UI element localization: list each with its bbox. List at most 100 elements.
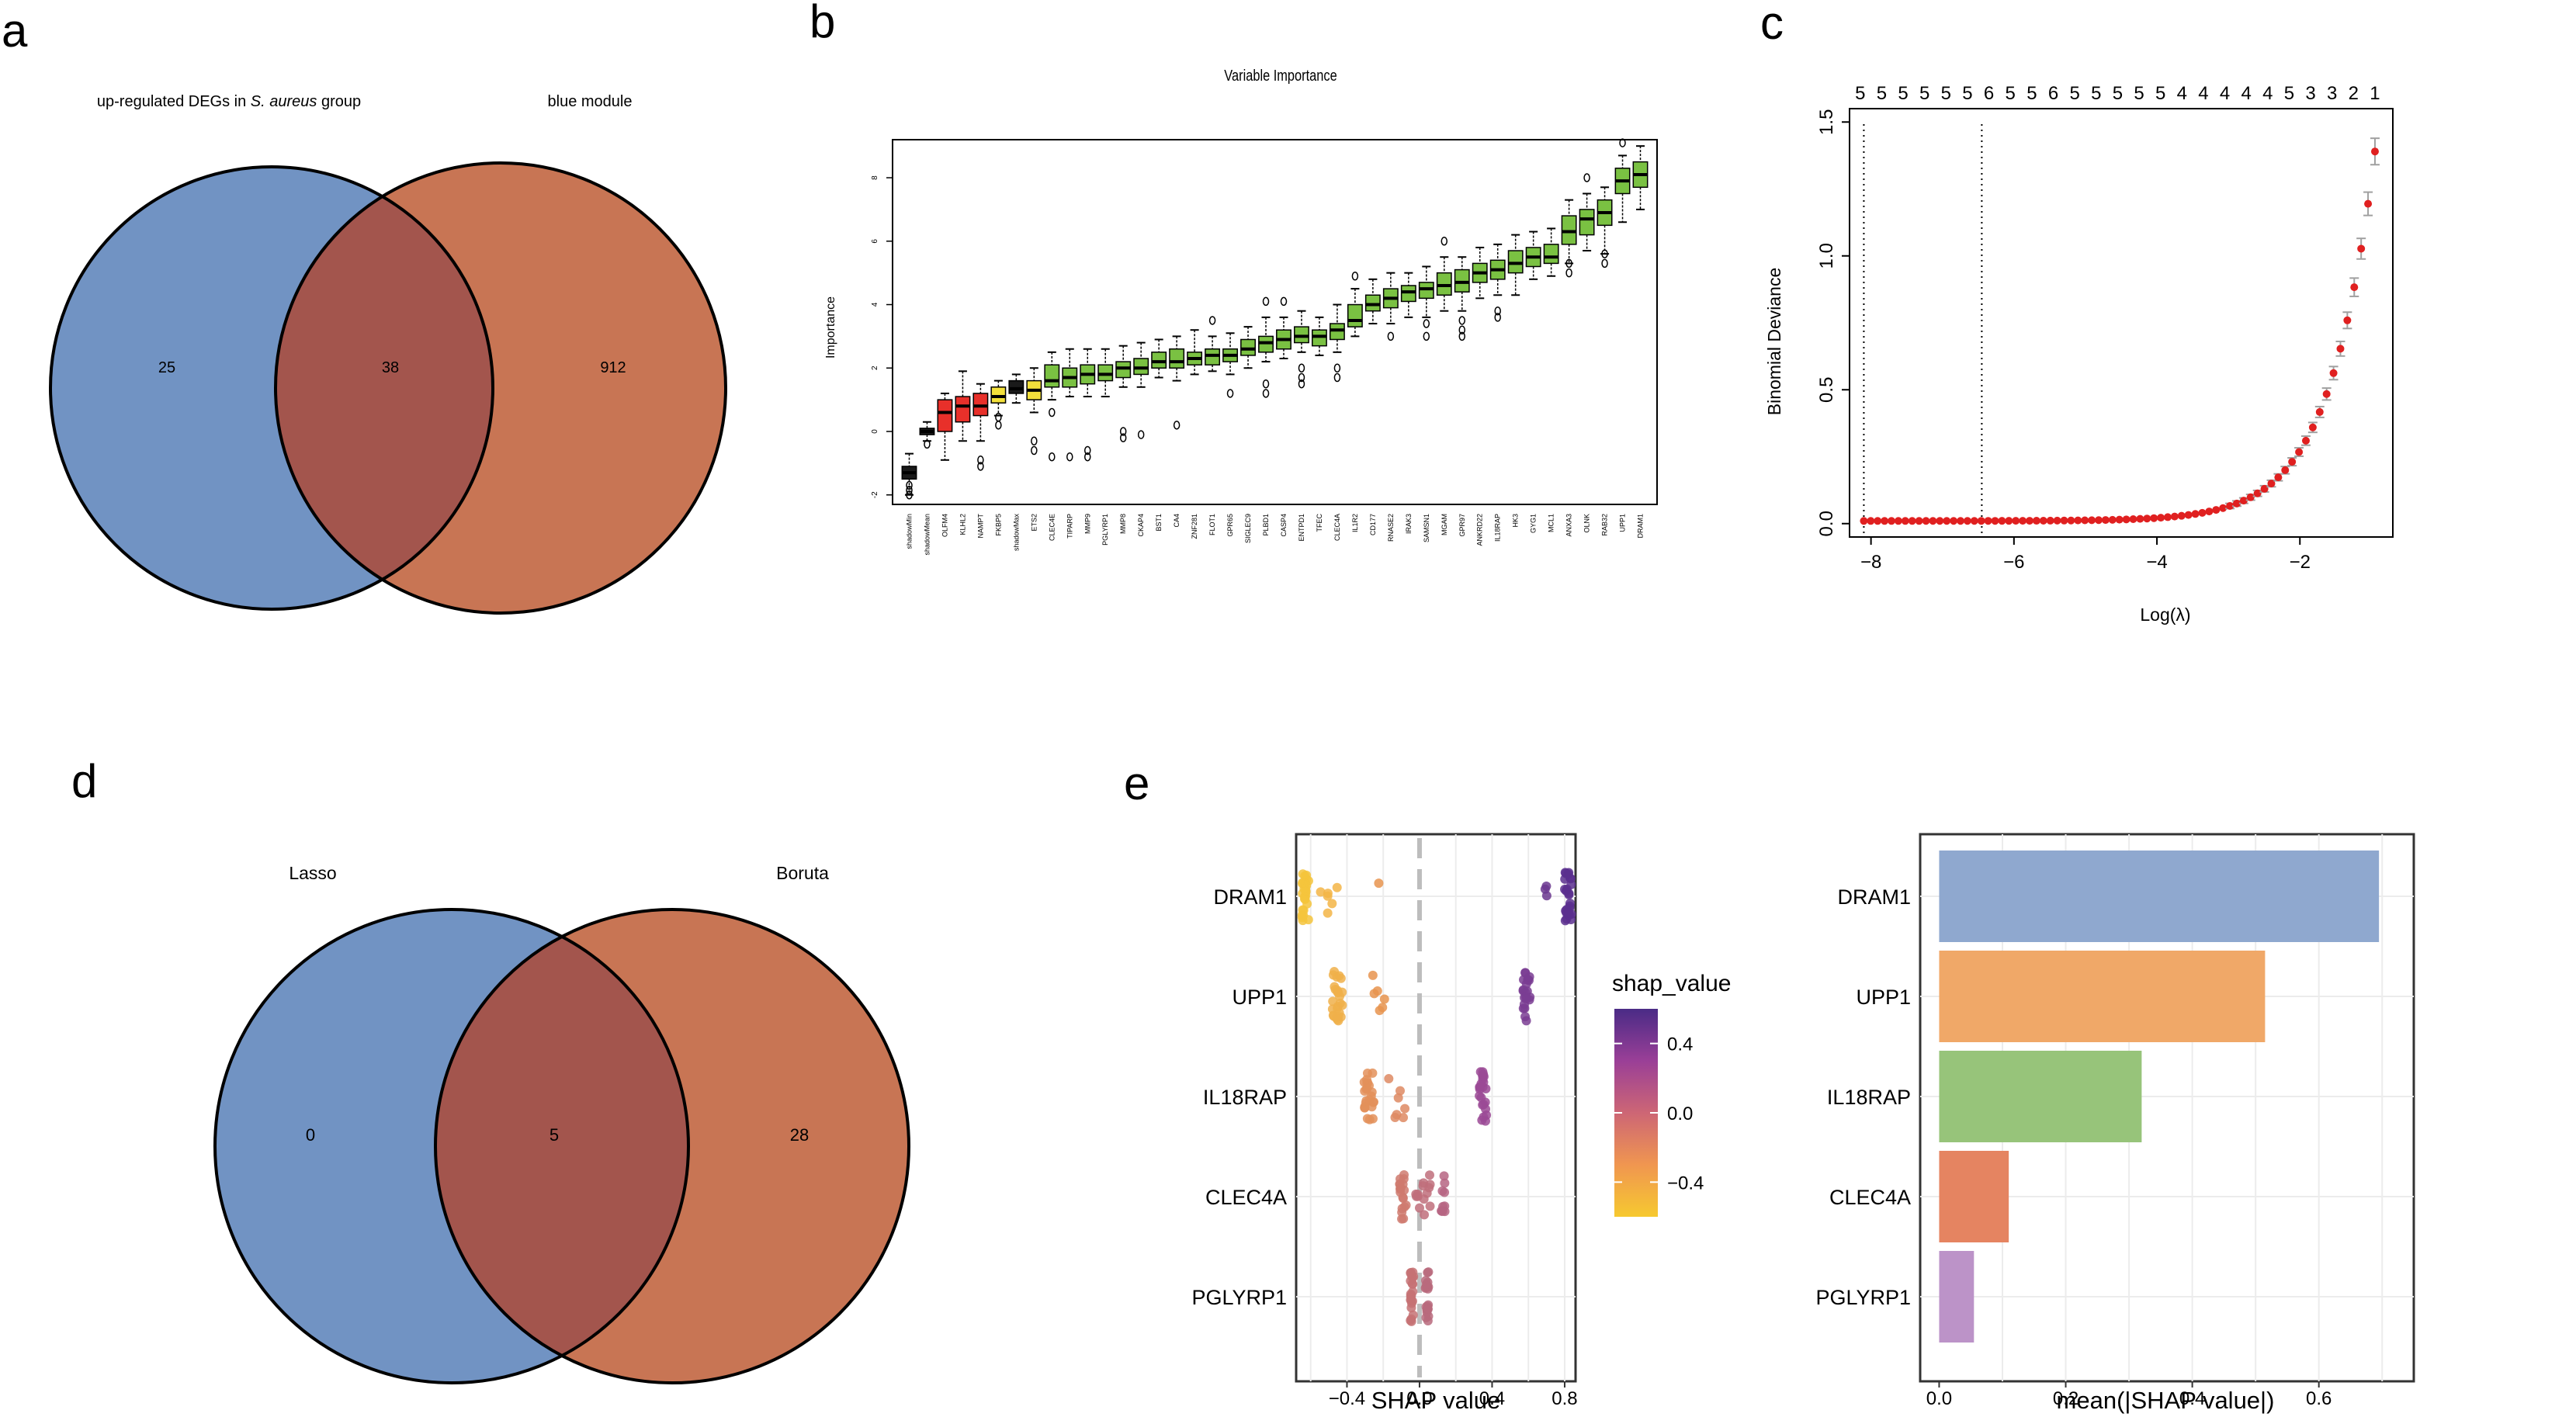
lasso-c-point	[2329, 369, 2338, 377]
box-label-RNASE2: RNASE2	[1387, 514, 1395, 542]
box-body-ANXA3	[1561, 215, 1577, 245]
shap-legend-ticks: 0.4 0.0 −0.4	[1614, 1034, 1704, 1194]
shap-beeswarm-xlabel: SHAP value	[1371, 1387, 1501, 1414]
lasso-c-point	[1957, 517, 1965, 525]
box-outlier	[995, 421, 1002, 430]
shap-legend-tick-label: 0.4	[1667, 1034, 1693, 1055]
boxplot-b-boxes	[901, 138, 1649, 500]
lasso-c-point	[2198, 508, 2207, 517]
box-body-OLNK	[1579, 209, 1595, 236]
box-label-IL18RAP: IL18RAP	[1494, 514, 1502, 542]
shap-point-IL18RAP	[1475, 1082, 1485, 1092]
box-outlier	[1494, 306, 1501, 316]
lasso-c-point	[2012, 517, 2020, 525]
venn-a-intersection-count: 38	[382, 359, 399, 376]
lasso-c-point	[2163, 513, 2172, 521]
lasso-c-point	[2191, 510, 2200, 518]
box-label-shadowMin: shadowMin	[905, 514, 913, 549]
lasso-c-point	[2157, 514, 2165, 522]
box-label-OLNK: OLNK	[1583, 514, 1591, 533]
boxplot-b-title: Variable Importance	[1224, 66, 1337, 84]
lasso-c-point	[2267, 480, 2276, 488]
shap-point-UPP1	[1521, 979, 1531, 989]
lasso-c-point	[2060, 516, 2068, 525]
shap-point-PGLYRP1	[1408, 1273, 1418, 1283]
lasso-c-top-count: 5	[2006, 83, 2016, 104]
shap-point-DRAM1	[1563, 908, 1573, 918]
lasso-c-point	[2281, 466, 2290, 474]
lasso-c-top-count: 5	[1919, 83, 1929, 104]
shap-point-UPP1	[1368, 970, 1378, 980]
box-outlier	[1458, 331, 1465, 341]
shap-bar-category-label: UPP1	[1856, 986, 1911, 1009]
box-label-FKBP5: FKBP5	[994, 514, 1002, 536]
box-label-HK3: HK3	[1512, 514, 1520, 528]
lasso-c-top-count: 5	[2026, 83, 2037, 104]
lasso-c-point	[1874, 517, 1882, 525]
lasso-c-top-count: 5	[1898, 83, 1908, 104]
shap-bar-category-label: CLEC4A	[1829, 1186, 1911, 1209]
lasso-c-frame	[1849, 108, 2394, 538]
lasso-c-points	[1860, 137, 2380, 525]
box-outlier	[906, 490, 913, 500]
box-outlier	[1262, 296, 1270, 307]
lasso-c-point	[2067, 516, 2075, 525]
shap-point-CLEC4A	[1424, 1183, 1434, 1193]
shap-beeswarm-frame	[1295, 833, 1577, 1383]
box-label-CKAP4: CKAP4	[1137, 514, 1145, 537]
lasso-c-top-count: 5	[2113, 83, 2123, 104]
box-outlier	[1084, 445, 1091, 456]
shap-feature-label: UPP1	[1232, 986, 1287, 1009]
shap-point-UPP1	[1518, 1003, 1528, 1013]
box-label-MGAM: MGAM	[1441, 514, 1448, 535]
shap-point-DRAM1	[1332, 882, 1342, 892]
shap-point-PGLYRP1	[1406, 1316, 1416, 1326]
lasso-c-ylabel: Binomial Deviance	[1764, 268, 1784, 415]
box-body-HK3	[1507, 250, 1524, 274]
lasso-c: Binomial Deviance Log(λ) −8 −6 −4 −2 0.0 0.5 1…	[1764, 83, 2394, 625]
box-body-IRAK3	[1400, 285, 1416, 303]
box-body-CLEC4A	[1329, 323, 1345, 341]
box-outlier	[1619, 138, 1626, 147]
lasso-c-point	[1943, 517, 1951, 525]
lasso-c-point	[2177, 511, 2186, 520]
venn-a-set-2-only-count: 912	[600, 359, 626, 376]
box-outlier	[1031, 445, 1038, 456]
lasso-c-point	[2260, 484, 2269, 493]
box-outlier	[1333, 372, 1341, 383]
shap-point-UPP1	[1337, 987, 1347, 997]
shap-beeswarm-points	[1297, 868, 1576, 1326]
lasso-c-point	[1991, 517, 1999, 525]
shap-bar-category-label: DRAM1	[1837, 885, 1911, 909]
lasso-c-point	[2350, 283, 2359, 292]
boxplot-b-ytick-label: -2	[871, 491, 879, 498]
shap-bar-category-label: PGLYRP1	[1815, 1286, 1911, 1309]
lasso-c-point	[1977, 517, 1985, 525]
box-outlier	[1084, 452, 1091, 462]
shap-point-IL18RAP	[1360, 1102, 1370, 1112]
lasso-c-point	[1950, 517, 1958, 525]
box-outlier	[1601, 249, 1608, 258]
box-outlier	[977, 462, 984, 471]
box-outlier	[906, 485, 913, 495]
lasso-c-point	[2295, 448, 2304, 456]
box-body-MMP8	[1115, 361, 1132, 379]
shap-point-DRAM1	[1323, 889, 1333, 899]
box-label-ANXA3: ANXA3	[1565, 514, 1573, 537]
shap-bar-DRAM1	[1939, 851, 2380, 942]
lasso-c-top-count: 4	[2241, 83, 2252, 104]
lasso-c-point	[2370, 147, 2379, 156]
lasso-c-xlabel: Log(λ)	[2140, 605, 2190, 625]
box-outlier	[1565, 258, 1572, 269]
panel-label-a: a	[2, 5, 28, 57]
shap-point-UPP1	[1524, 972, 1534, 982]
boxplot-b-frame	[892, 139, 1658, 505]
lasso-c-point	[1908, 517, 1916, 525]
shap-point-PGLYRP1	[1423, 1267, 1434, 1277]
lasso-c-top-count: 5	[1855, 83, 1865, 104]
box-outlier	[1049, 407, 1056, 417]
boxplot-b-ylabel: Importance	[824, 296, 837, 359]
box-label-CA4: CA4	[1173, 514, 1181, 528]
lasso-c-point	[2308, 423, 2317, 431]
